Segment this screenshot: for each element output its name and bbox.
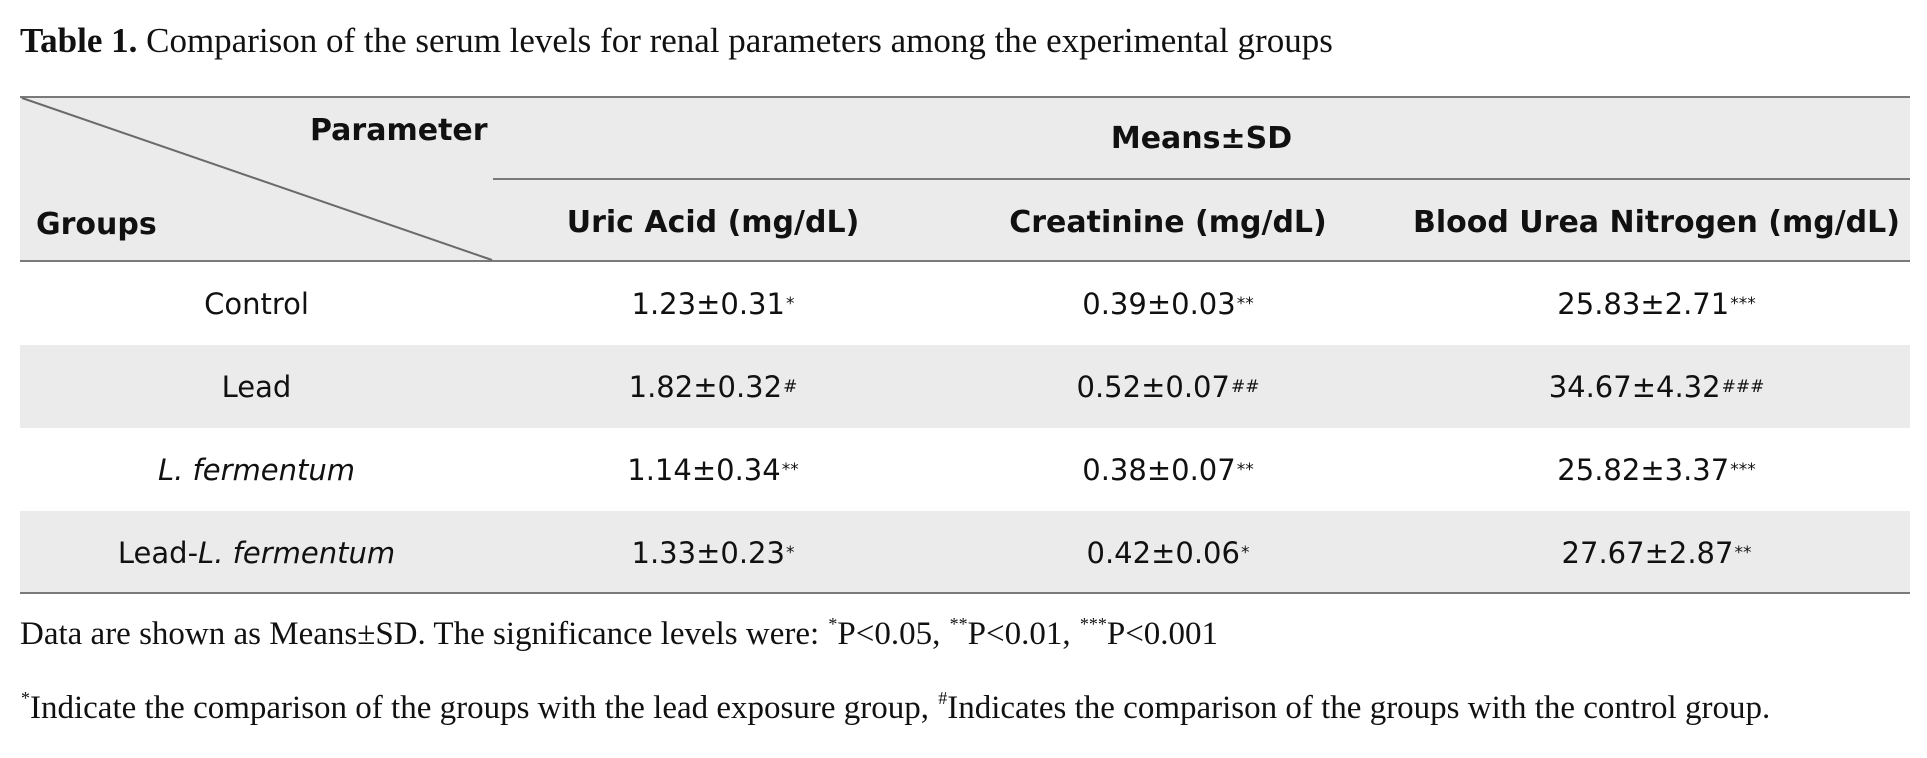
header-parameter: Parameter [310,112,488,148]
table-cell: 0.39±0.03 ** [1082,286,1254,321]
top-rule [20,96,1910,98]
header-means-sd: Means±SD [1110,120,1293,156]
footnote-comparison: *Indicate the comparison of the groups w… [21,688,1771,726]
table-cell: 25.82±3.37 *** [1557,452,1756,487]
header-col-bun: Blood Urea Nitrogen (mg/dL) [1413,204,1900,240]
row-group-l-fermentum: L. fermentum [157,452,356,487]
header-bottom-rule [20,260,1910,262]
table-cell: 1.14±0.34 ** [627,452,799,487]
table-cell: 34.67±4.32 ### [1548,369,1765,404]
table-cell: 0.52±0.07 ## [1076,369,1260,404]
row-group-lead-l-fermentum: Lead- L. fermentum [117,535,396,570]
caption-label: Table 1. [20,21,138,60]
data-table: Parameter Groups Means±SD Uric Acid (mg/… [20,96,1910,594]
table-cell: 1.23±0.31 * [631,286,795,321]
header-groups: Groups [36,206,157,242]
diagonal-divider [21,97,493,261]
table-caption: Table 1. Comparison of the serum levels … [20,18,1333,64]
header-col-uric-acid: Uric Acid (mg/dL) [566,204,860,240]
header-mid-rule [493,178,1910,180]
table-cell: 0.38±0.07 ** [1082,452,1254,487]
table-cell: 0.42±0.06 * [1086,535,1250,570]
table-cell: 27.67±2.87 ** [1561,535,1752,570]
table-cell: 1.33±0.23 * [631,535,795,570]
table-cell: 25.83±2.71 *** [1557,286,1756,321]
row-background-lead [20,345,1910,428]
header-col-creatinine: Creatinine (mg/dL) [1009,204,1327,240]
row-background-combo [20,511,1910,594]
table-cell: 1.82±0.32 # [628,369,798,404]
row-group-lead: Lead [221,369,292,404]
caption-text: Comparison of the serum levels for renal… [137,21,1333,60]
row-group-control: Control [204,286,309,321]
footnote-significance: Data are shown as Means±SD. The signific… [20,614,1219,652]
bottom-rule [20,592,1910,594]
